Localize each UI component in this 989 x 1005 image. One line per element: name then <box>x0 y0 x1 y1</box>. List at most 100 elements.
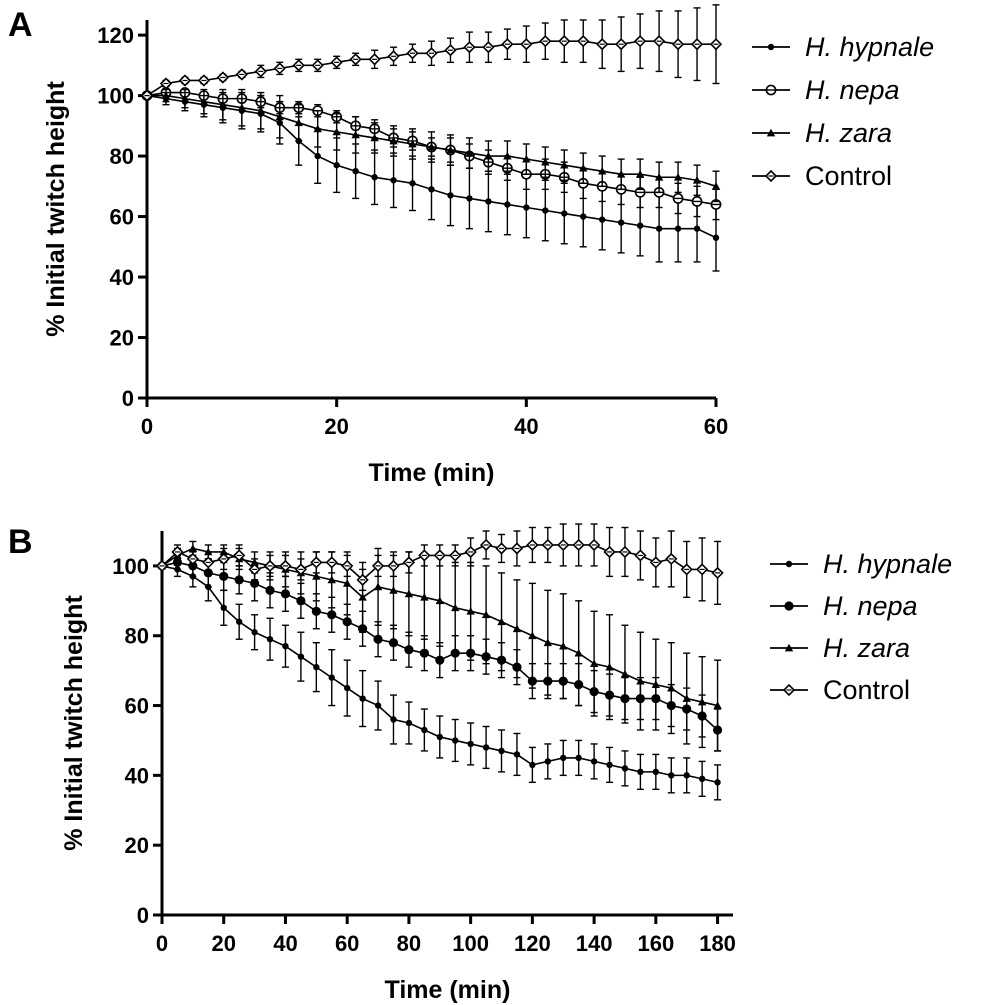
panel-a-series-h-hypnale-point <box>428 186 435 193</box>
panel-b-series-h-zara-point <box>497 617 506 626</box>
panel-a-series-h-zara <box>142 88 721 203</box>
panel-a-legend-h-zara: H. zara <box>752 118 892 148</box>
panel-b-x-tick-label: 160 <box>637 931 674 956</box>
panel-b-series-h-hypnale-point <box>714 779 721 786</box>
panel-b-series-control <box>155 523 724 606</box>
panel-b-series-h-nepa-point <box>234 575 244 585</box>
panel-b-series-h-nepa-point <box>219 571 229 581</box>
panel-b-legend-h-zara: H. zara <box>770 633 910 663</box>
panel-a-series-h-zara-point <box>389 136 398 145</box>
panel-a-series-control-point <box>197 74 211 87</box>
panel-a-series-h-hypnale-point <box>561 210 568 217</box>
panel-a-series-h-zara-point <box>635 170 645 178</box>
panel-b-series-control-point <box>634 549 647 562</box>
panel-a-series-control-point <box>558 35 571 48</box>
panel-a-series-h-hypnale-point <box>523 204 530 211</box>
panel-b-series-h-zara-point <box>373 582 383 591</box>
panel-b-series-h-hypnale-point <box>498 747 505 755</box>
panel-a-series-control-point <box>671 38 685 51</box>
panel-b-series-control-point <box>541 538 554 552</box>
panel-b-legend-h-zara-swatch-marker <box>784 643 794 652</box>
panel-b-series-h-hypnale-point <box>251 629 258 636</box>
panel-a-series-control-point <box>444 44 457 57</box>
panel-b-series-h-hypnale-point <box>606 761 613 769</box>
panel-b-series-h-nepa-point <box>419 648 429 658</box>
panel-b-x-tick-label: 180 <box>699 931 736 956</box>
panel-a: A 0 20 40 60 80 100 120 0 20 40 60 Time (min) % Initi… <box>8 4 934 487</box>
panel-b-series-h-nepa-point <box>404 645 414 655</box>
panel-a-series-h-zara-point <box>484 151 493 160</box>
panel-b-x-tick-label: 80 <box>397 931 421 956</box>
panel-a-legend-control-swatch-marker <box>764 169 778 183</box>
panel-b-series-h-hypnale-point <box>436 733 443 741</box>
panel-b-series-control-point <box>603 545 616 559</box>
panel-b-series-h-zara-point <box>481 610 491 619</box>
panel-b-series-h-hypnale-point <box>560 754 567 762</box>
panel-b-series-control-point <box>572 538 585 552</box>
panel-a-x-tick-label: 60 <box>704 414 728 439</box>
panel-a-legend-h-nepa-swatch-marker <box>765 84 777 96</box>
panel-b-series-control-point <box>464 545 477 559</box>
panel-b-series-control-point <box>649 556 662 569</box>
panel-a-y-tick-label: 40 <box>110 265 134 290</box>
panel-a-series-control-point <box>368 53 381 66</box>
panel-b-series-control-point <box>587 538 601 552</box>
panel-a-y-tick-label: 120 <box>97 23 134 48</box>
panel-b-x-tick-label: 140 <box>576 931 613 956</box>
panel-b-series-h-nepa-point <box>249 578 260 588</box>
panel-a-y-axis-title: % Initial twitch height <box>42 81 70 337</box>
panel-a-series-control-point <box>387 50 400 63</box>
panel-a-series-control-point <box>216 71 229 84</box>
panel-b-series-h-hypnale-point <box>220 604 227 611</box>
panel-b-series-h-hypnale-point <box>529 761 536 769</box>
panel-b-series-h-zara-point <box>435 596 444 605</box>
panel-b-series-h-zara-point <box>327 575 336 584</box>
panel-a-series-h-hypnale-point <box>504 201 511 208</box>
panel-b-series-control-point <box>202 556 215 569</box>
panel-a-legend-h-hypnale-label: H. hypnale <box>805 32 934 62</box>
panel-b-y-tick-label: 0 <box>137 903 149 928</box>
panel-b-series-h-zara-point <box>420 593 429 601</box>
panel-b-series-h-zara-point <box>389 586 398 594</box>
panel-a-series-control-point <box>615 38 628 51</box>
panel-b-series-control-point <box>186 552 199 566</box>
panel-b-series-h-hypnale-point <box>390 716 397 723</box>
panel-b-series-h-hypnale-point <box>405 719 413 727</box>
panel-a-series-h-hypnale-point <box>352 168 359 175</box>
panel-b-series-h-hypnale-point <box>359 695 366 702</box>
panel-b-y-tick-label: 40 <box>125 763 149 788</box>
panel-b-series-h-zara <box>157 540 722 752</box>
panel-b-series-h-hypnale-point <box>590 758 598 765</box>
panel-a-x-axis-title: Time (min) <box>369 459 495 487</box>
panel-b-x-axis-title: Time (min) <box>385 976 511 1004</box>
panel-b-series-h-nepa-point <box>265 585 275 595</box>
panel-b-series-h-hypnale-point <box>374 702 382 709</box>
panel-b-series-h-hypnale-point <box>513 751 521 758</box>
panel-b-series-h-zara-point <box>636 676 645 685</box>
panel-b-legend-h-nepa-swatch-marker <box>784 601 794 611</box>
panel-b-series-control-point <box>155 559 169 573</box>
panel-a-series-h-hypnale-point <box>409 180 416 187</box>
panel-a-legend-control-label: Control <box>805 161 892 191</box>
panel-a-series-control-point <box>178 74 192 87</box>
panel-a-series-control-point <box>501 38 514 51</box>
panel-b-series-h-zara-point <box>574 648 583 657</box>
panel-b-series-h-hypnale-point <box>652 768 660 776</box>
panel-a-series-h-hypnale-point <box>542 207 549 214</box>
panel-a-letter: A <box>8 6 33 44</box>
panel-b-series-h-zara-point <box>697 697 707 706</box>
panel-a-series-control-point <box>577 35 590 48</box>
panel-a-series-control-point <box>254 65 267 78</box>
panel-a-series-control-point <box>652 35 666 48</box>
panel-b-series-h-hypnale-point <box>637 768 644 776</box>
panel-b-series-h-hypnale-point <box>328 674 335 681</box>
panel-a-series-h-zara-point <box>408 139 417 148</box>
panel-b-series-control-point <box>356 573 369 587</box>
panel-b-series-h-nepa-point <box>296 596 306 606</box>
panel-a-series-h-zara-point <box>560 160 569 169</box>
panel-a-series-h-zara-point <box>522 154 531 163</box>
panel-a-series-control-point <box>349 53 362 66</box>
panel-b-series-control-point <box>449 549 462 562</box>
panel-a-series-control-point <box>292 59 305 72</box>
panel-b-y-tick-label: 60 <box>125 694 149 719</box>
